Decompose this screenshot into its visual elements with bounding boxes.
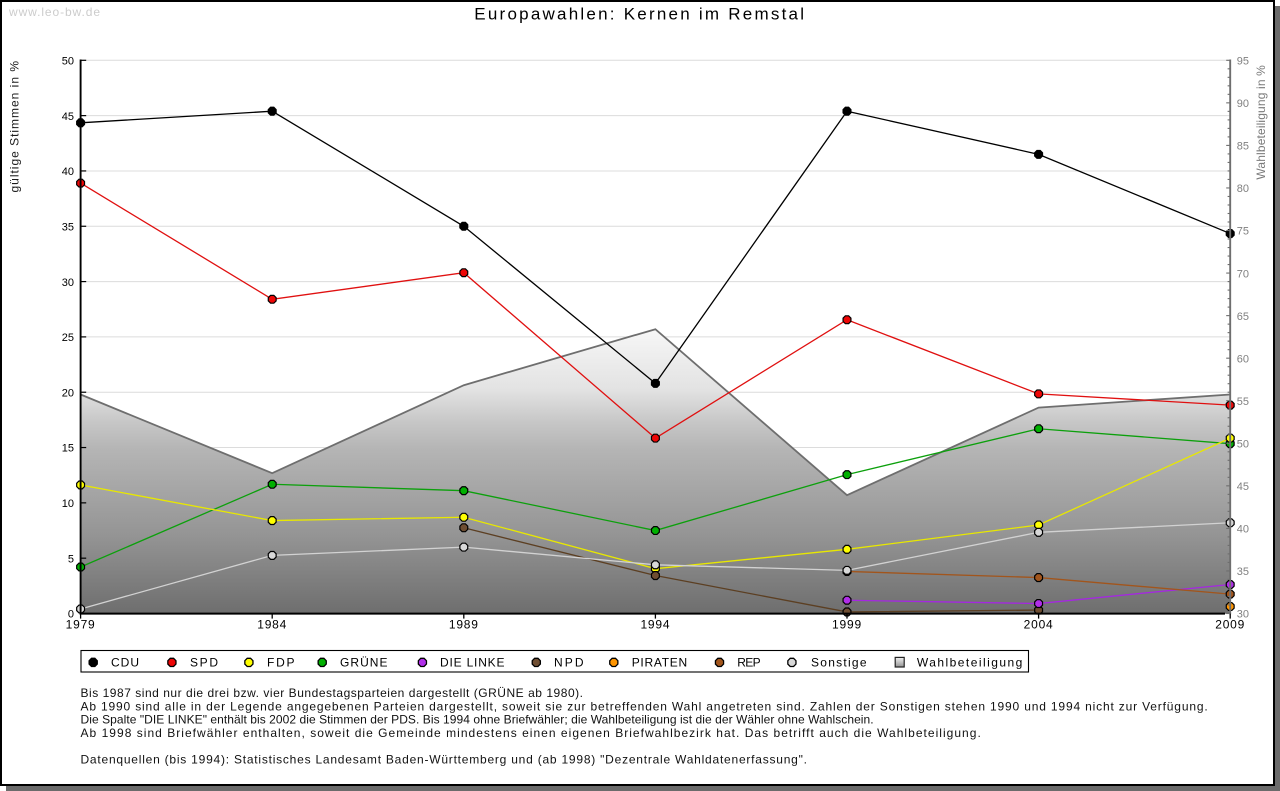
svg-text:SPD: SPD: [190, 656, 218, 670]
svg-text:50: 50: [62, 56, 74, 68]
svg-text:60: 60: [1237, 353, 1249, 365]
svg-text:40: 40: [62, 166, 74, 178]
svg-text:35: 35: [62, 221, 74, 233]
svg-text:GRÜNE: GRÜNE: [340, 656, 388, 670]
svg-text:1984: 1984: [257, 617, 287, 631]
svg-text:Europawahlen: Kernen im Remsta: Europawahlen: Kernen im Remstal: [474, 5, 804, 24]
svg-text:25: 25: [62, 332, 74, 344]
svg-text:Bis 1987 sind nur die drei bzw: Bis 1987 sind nur die drei bzw. vier Bun…: [81, 686, 584, 700]
svg-text:1999: 1999: [832, 617, 862, 631]
svg-text:Ab 1998 sind Briefwähler entha: Ab 1998 sind Briefwähler enthalten, sowe…: [81, 726, 981, 740]
svg-text:1994: 1994: [640, 617, 670, 631]
svg-text:REP: REP: [737, 656, 760, 670]
svg-text:2004: 2004: [1024, 617, 1054, 631]
svg-text:0: 0: [68, 609, 74, 621]
svg-text:Datenquellen (bis 1994): Stati: Datenquellen (bis 1994): Statistisches L…: [81, 753, 807, 767]
svg-text:PIRATEN: PIRATEN: [632, 656, 688, 670]
svg-text:35: 35: [1237, 566, 1249, 578]
svg-text:CDU: CDU: [111, 656, 139, 670]
svg-text:Ab 1990 sind alle in der Legen: Ab 1990 sind alle in der Legende angegeb…: [81, 699, 1208, 713]
svg-text:2009: 2009: [1215, 617, 1245, 631]
svg-text:1979: 1979: [66, 617, 96, 631]
svg-text:70: 70: [1237, 268, 1249, 280]
svg-text:55: 55: [1237, 396, 1249, 408]
svg-text:20: 20: [62, 387, 74, 399]
svg-text:85: 85: [1237, 141, 1249, 153]
svg-text:FDP: FDP: [267, 656, 295, 670]
svg-text:95: 95: [1237, 56, 1249, 68]
svg-text:Sonstige: Sonstige: [811, 656, 867, 670]
svg-text:DIE LINKE: DIE LINKE: [440, 656, 505, 670]
svg-text:Wahlbeteiligung in %: Wahlbeteiligung in %: [1254, 65, 1268, 180]
svg-text:75: 75: [1237, 226, 1249, 238]
svg-text:65: 65: [1237, 311, 1249, 323]
svg-text:30: 30: [1237, 609, 1249, 621]
svg-text:10: 10: [62, 498, 74, 510]
svg-text:45: 45: [1237, 481, 1249, 493]
svg-text:15: 15: [62, 443, 74, 455]
svg-text:50: 50: [1237, 438, 1249, 450]
svg-text:NPD: NPD: [554, 656, 584, 670]
svg-text:45: 45: [62, 111, 74, 123]
svg-text:5: 5: [68, 553, 74, 565]
svg-text:90: 90: [1237, 98, 1249, 110]
svg-text:Die Spalte "DIE LINKE" enthält: Die Spalte "DIE LINKE" enthält bis 2002 …: [81, 713, 874, 727]
svg-text:gültige Stimmen in %: gültige Stimmen in %: [8, 61, 22, 193]
svg-text:80: 80: [1237, 183, 1249, 195]
svg-text:www.leo-bw.de: www.leo-bw.de: [8, 5, 100, 19]
svg-text:1989: 1989: [449, 617, 479, 631]
svg-text:30: 30: [62, 277, 74, 289]
svg-text:40: 40: [1237, 524, 1249, 536]
